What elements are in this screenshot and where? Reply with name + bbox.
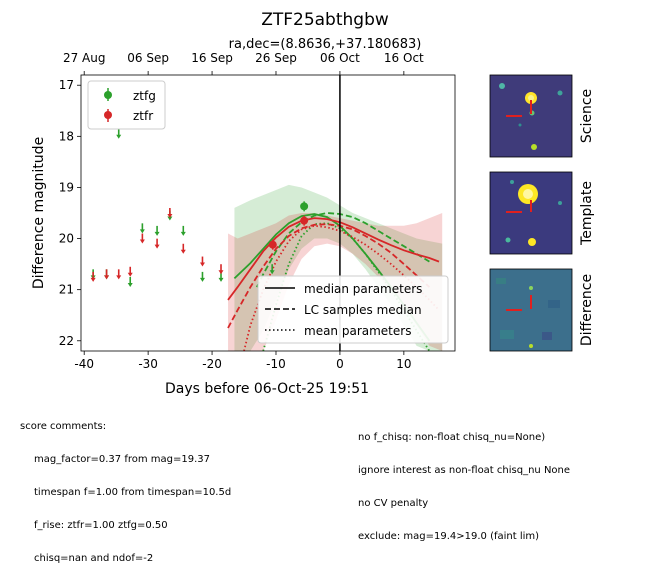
light-curve-figure: ZTF25abthgbw ra,dec=(8.8636,+37.180683) … <box>31 10 595 397</box>
x-tick-label: -10 <box>266 357 286 371</box>
science-cutout-label: Science <box>579 89 595 143</box>
score-comment-line: no f_chisq: non-float chisq_nu=None) <box>358 432 546 443</box>
legend-ztfr-label: ztfr <box>133 109 153 123</box>
upper-limit-ztfr <box>218 264 224 275</box>
upper-limit-ztfr <box>139 233 145 244</box>
x-axis-ticks: -40 -30 -20 -10 0 10 <box>74 351 411 371</box>
x-tick-label: 10 <box>396 357 411 371</box>
x-tick-label: -20 <box>202 357 222 371</box>
x-axis-label: Days before 06-Oct-25 19:51 <box>165 381 369 397</box>
fit-legend: median parameters LC samples median mean… <box>257 275 449 344</box>
y-tick-label: 20 <box>59 232 74 246</box>
top-tick-label: 16 Sep <box>191 51 233 65</box>
score-comment-line: mag_factor=0.37 from mag=19.37 <box>34 454 211 465</box>
upper-limit-ztfr <box>167 208 173 218</box>
top-tick-label: 27 Aug <box>63 51 106 65</box>
score-comments-left: score comments: mag_factor=0.37 from mag… <box>20 399 231 575</box>
science-cutout <box>489 74 573 158</box>
legend-ztfg-marker <box>104 88 112 101</box>
upper-limit-ztfr <box>199 256 205 267</box>
band-ztfr <box>228 213 443 351</box>
upper-limit-ztfr <box>154 238 160 249</box>
legend-ztfr-marker <box>104 109 112 122</box>
fit-ztfr-LC-samples-median <box>227 223 431 329</box>
detection-ztfg <box>300 201 309 212</box>
upper-limit-ztfg <box>116 128 122 139</box>
fit-ztfr-median-parameters <box>227 217 440 301</box>
chart-title: ZTF25abthgbw <box>261 10 389 30</box>
x-tick-label: 0 <box>336 357 344 371</box>
y-tick-label: 17 <box>59 78 74 92</box>
plot-frame <box>80 74 456 352</box>
template-cutout <box>489 171 573 255</box>
detection-ztfr <box>268 239 277 250</box>
upper-limit-ztfg <box>199 271 205 282</box>
difference-cutout <box>489 268 573 352</box>
top-tick-label: 06 Oct <box>320 51 360 65</box>
upper-limit-ztfg <box>139 223 145 234</box>
upper-limit-ztfr <box>127 266 133 277</box>
fit-legend-median-label: median parameters <box>304 282 422 296</box>
top-tick-label: 26 Sep <box>255 51 297 65</box>
upper-limit-ztfg <box>127 277 133 287</box>
score-comment-line: chisq=nan and ndof=-2 <box>34 553 154 564</box>
top-date-ticks: 27 Aug 06 Sep 16 Sep 26 Sep 06 Oct 16 Oct <box>63 51 424 75</box>
upper-limit-ztfg <box>180 225 186 236</box>
series-legend: ztfg ztfr <box>87 80 166 130</box>
x-tick-label: -30 <box>138 357 158 371</box>
top-tick-label: 16 Oct <box>384 51 424 65</box>
y-tick-label: 21 <box>59 283 74 297</box>
y-axis-ticks: 17 18 19 20 21 22 <box>59 78 81 348</box>
score-comment-line: ignore interest as non-float chisq_nu No… <box>358 465 571 476</box>
detection-ztfr <box>300 215 309 226</box>
score-comment-line: exclude: mag=19.4>19.0 (faint lim) <box>358 531 540 542</box>
fit-legend-samples-label: LC samples median <box>304 303 422 317</box>
y-tick-label: 22 <box>59 334 74 348</box>
difference-cutout-label: Difference <box>579 274 595 346</box>
upper-limit-ztfr <box>180 243 186 254</box>
score-comments-heading: score comments: <box>20 421 107 432</box>
upper-limit-ztfr <box>116 269 122 280</box>
y-tick-label: 19 <box>59 180 74 194</box>
y-axis-label: Difference magnitude <box>31 137 47 289</box>
fit-legend-mean-label: mean parameters <box>304 324 411 338</box>
upper-limit-ztfg <box>269 264 275 275</box>
score-comment-line: timespan f=1.00 from timespan=10.5d <box>34 487 232 498</box>
x-tick-label: -40 <box>74 357 94 371</box>
upper-limit-ztfr <box>104 269 110 280</box>
legend-ztfg-label: ztfg <box>133 89 156 103</box>
top-tick-label: 06 Sep <box>127 51 169 65</box>
score-comment-line: f_rise: ztfr=1.00 ztfg=0.50 <box>34 520 168 531</box>
upper-limit-ztfg <box>154 225 160 236</box>
chart-subtitle: ra,dec=(8.8636,+37.180683) <box>229 37 422 52</box>
upper-limit-ztfr <box>90 271 96 282</box>
y-tick-label: 18 <box>59 129 74 143</box>
score-comments-right: no f_chisq: non-float chisq_nu=None) ign… <box>358 410 570 553</box>
template-cutout-label: Template <box>579 181 595 246</box>
data-points <box>90 128 309 287</box>
